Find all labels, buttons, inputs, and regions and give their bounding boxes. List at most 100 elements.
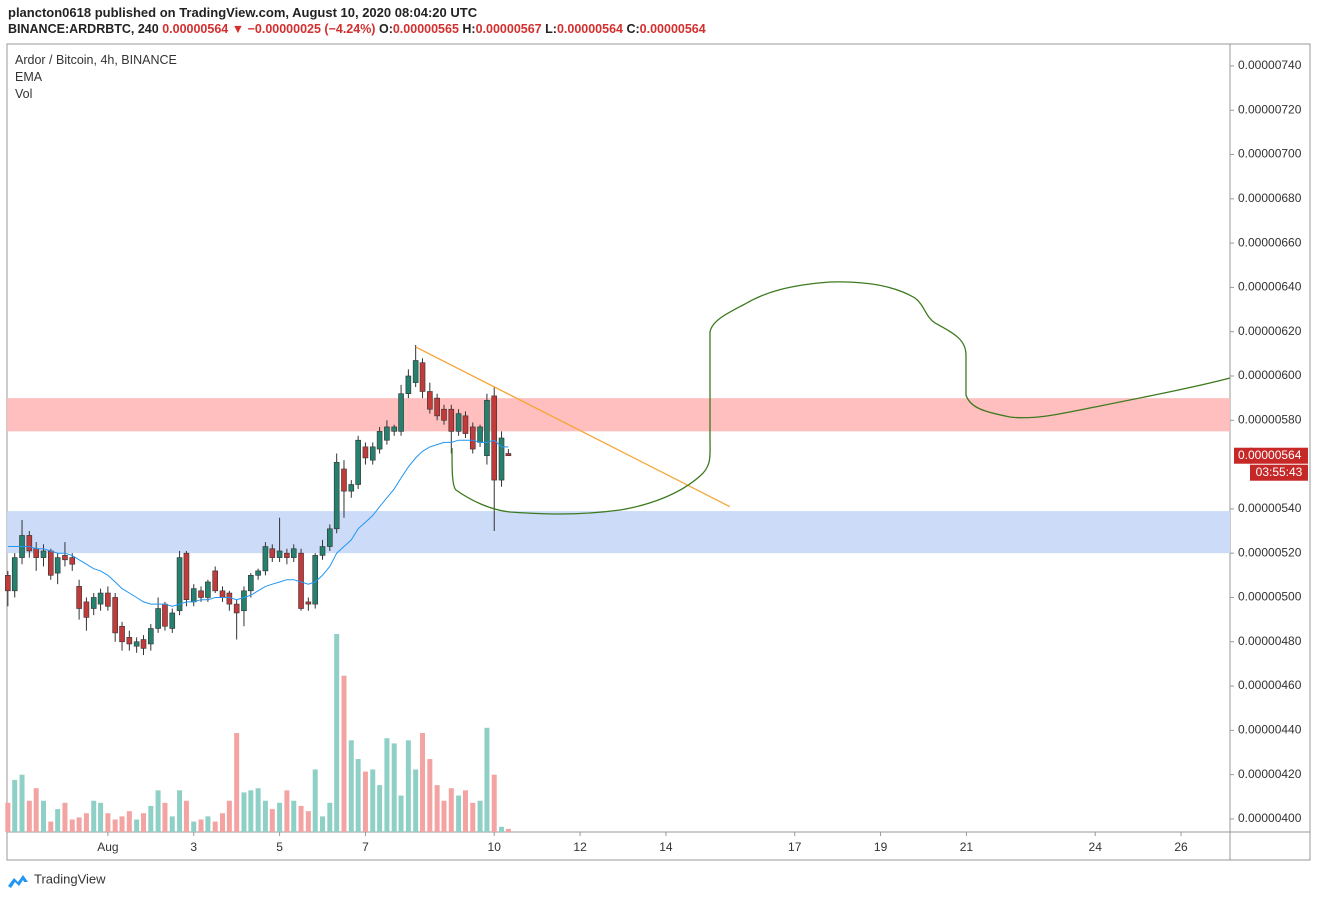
volume-bar <box>441 800 447 832</box>
change: −0.00000025 (−4.24%) <box>247 22 376 36</box>
volume-bar <box>26 800 32 832</box>
price: 0.00000564 <box>162 22 229 36</box>
arrow: ▼ <box>231 22 245 36</box>
volume-bar <box>83 813 89 832</box>
candle-body <box>119 625 125 643</box>
ohlc-key: L: <box>545 22 557 36</box>
legend-ema: EMA <box>15 70 43 84</box>
candle-body <box>491 395 498 481</box>
candle-body <box>455 413 462 432</box>
volume-bar <box>448 788 454 832</box>
candle-body <box>498 437 505 481</box>
ohlc-value: 0.00000564 <box>639 22 706 36</box>
volume-bar <box>219 813 225 832</box>
candle-body <box>76 586 82 609</box>
ohlc-key: H: <box>462 22 476 36</box>
volume-bar <box>205 816 211 832</box>
candle-body <box>290 548 297 558</box>
volume-bar <box>334 634 340 832</box>
volume-bar <box>477 800 483 832</box>
ema-line <box>7 439 509 607</box>
drawn-path <box>451 281 1231 515</box>
volume-bar <box>33 788 39 832</box>
legend-title: Ardor / Bitcoin, 4h, BINANCE <box>15 53 177 67</box>
candle-body <box>469 426 476 450</box>
volume-bar <box>413 769 419 832</box>
candle-body <box>212 570 218 592</box>
ohlc-value: 0.00000564 <box>556 22 623 36</box>
candle-body <box>384 426 390 441</box>
y-tick-label: 0.00000700 <box>1238 147 1302 161</box>
y-tick-label: 0.00000740 <box>1238 58 1302 72</box>
volume-bar <box>198 819 204 832</box>
candle-body <box>97 592 104 605</box>
volume-bar <box>341 675 347 832</box>
candle-body <box>62 555 68 561</box>
candle-body <box>176 557 183 612</box>
x-tick-label: Aug <box>97 840 118 854</box>
candle-body <box>198 590 204 598</box>
candle-body <box>412 360 419 383</box>
candle-body <box>33 548 39 558</box>
x-tick-label: 26 <box>1174 840 1188 854</box>
volume-bar <box>327 802 333 832</box>
volume-bar <box>362 771 368 832</box>
candle-body <box>405 375 412 395</box>
volume-bar <box>234 733 240 832</box>
candle-body <box>434 397 440 417</box>
candle-body <box>284 552 290 558</box>
volume-bar <box>69 819 75 832</box>
candle-body <box>219 590 226 598</box>
volume-bar <box>298 805 304 832</box>
frame <box>6 43 1311 861</box>
x-tick-label: 14 <box>659 840 673 854</box>
volume-bar <box>470 802 476 832</box>
symbol: BINANCE:ARDRBTC, 240 <box>8 22 159 36</box>
candle-body <box>319 546 326 556</box>
zone <box>7 398 1230 432</box>
candle-body <box>505 453 512 457</box>
countdown: 03:55:43 <box>1256 465 1303 479</box>
x-tick-label: 24 <box>1089 840 1103 854</box>
volume-bar <box>134 819 140 832</box>
volume-bar <box>162 802 168 832</box>
x-tick-label: 12 <box>573 840 587 854</box>
y-tick-label: 0.00000640 <box>1238 280 1302 294</box>
candle-body <box>448 408 455 432</box>
volume-bar <box>112 819 118 832</box>
y-tick-label: 0.00000620 <box>1238 324 1302 338</box>
y-tick-label: 0.00000580 <box>1238 412 1302 426</box>
symbol-line: BINANCE:ARDRBTC, 240 0.00000564 ▼ −0.000… <box>8 22 706 36</box>
candle-body <box>262 546 269 572</box>
y-tick-label: 0.00000400 <box>1238 811 1302 825</box>
volume-bar <box>148 805 154 832</box>
candle-body <box>355 439 361 485</box>
candle-body <box>333 462 340 530</box>
volume-bar <box>384 738 390 832</box>
footer-logo <box>8 875 28 888</box>
y-tick-label: 0.00000600 <box>1238 368 1302 382</box>
volume-bar <box>40 800 46 832</box>
candle-body <box>133 641 140 647</box>
candle-body <box>40 550 47 558</box>
candle-body <box>462 415 469 434</box>
volume-bar <box>505 828 511 832</box>
y-tick-label: 0.00000680 <box>1238 191 1302 205</box>
volume-bar <box>183 800 189 832</box>
candle-body <box>441 408 447 421</box>
candle-body <box>269 548 276 558</box>
candle-body <box>126 637 133 645</box>
candle-body <box>183 552 190 600</box>
volume-bar <box>191 821 197 832</box>
volume-bar <box>105 813 111 832</box>
candle-body <box>11 557 18 592</box>
candle-body <box>5 575 11 592</box>
volume-bar <box>277 802 283 832</box>
candle-body <box>47 550 54 576</box>
volume-bar <box>248 790 254 832</box>
x-tick-label: 3 <box>190 840 197 854</box>
volume-bar <box>5 802 11 832</box>
volume-bar <box>370 769 376 832</box>
candle-body <box>140 639 147 649</box>
